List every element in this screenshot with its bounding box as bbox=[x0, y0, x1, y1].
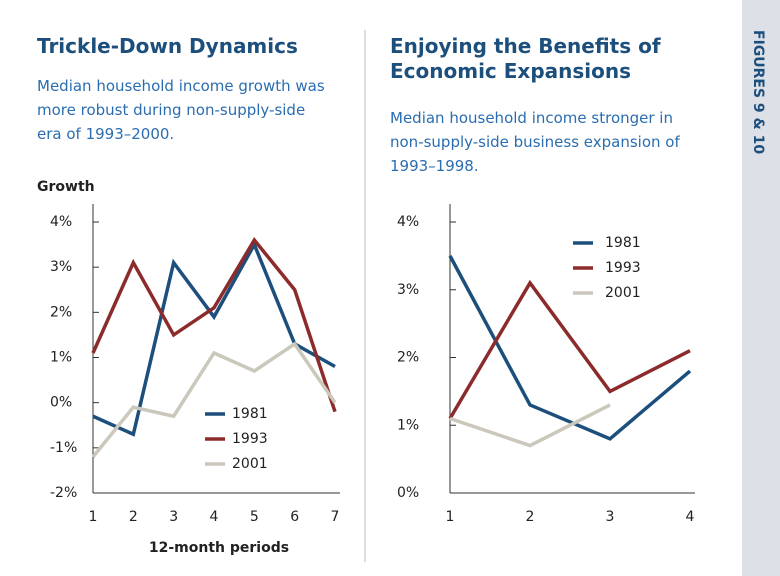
x-tick-label: 3 bbox=[606, 509, 615, 525]
x-tick-label: 7 bbox=[331, 509, 340, 525]
y-tick-label: 0% bbox=[50, 395, 72, 411]
y-axis-label: Growth bbox=[37, 179, 95, 195]
chart-title: Enjoying the Benefits of Economic Expans… bbox=[390, 34, 661, 83]
y-tick-label: 0% bbox=[397, 485, 419, 501]
x-axis-label: 12-month periods bbox=[149, 540, 289, 556]
series-line bbox=[91, 341, 337, 458]
y-tick-label: 2% bbox=[397, 350, 419, 366]
x-tick-label: 2 bbox=[526, 509, 535, 525]
y-tick-label: -1% bbox=[50, 440, 77, 456]
legend-label: 2001 bbox=[232, 456, 268, 472]
side-label: FIGURES 9 & 10 bbox=[750, 30, 766, 155]
y-tick-label: -2% bbox=[50, 485, 77, 501]
series-line bbox=[448, 279, 691, 420]
series-line bbox=[91, 237, 337, 413]
chart-subtitle: Median household income stronger in non-… bbox=[390, 109, 680, 175]
x-tick-label: 3 bbox=[169, 509, 178, 525]
y-tick-label: 3% bbox=[397, 282, 419, 298]
y-tick-label: 4% bbox=[50, 214, 72, 230]
side-strip: FIGURES 9 & 10 bbox=[742, 0, 780, 576]
x-tick-label: 1 bbox=[89, 509, 98, 525]
legend-label: 1993 bbox=[605, 260, 641, 276]
x-tick-label: 6 bbox=[290, 509, 299, 525]
legend-label: 2001 bbox=[605, 285, 641, 301]
y-tick-label: 1% bbox=[397, 417, 419, 433]
legend-label: 1981 bbox=[232, 406, 268, 422]
x-tick-label: 4 bbox=[210, 509, 219, 525]
x-tick-label: 2 bbox=[129, 509, 138, 525]
x-tick-label: 5 bbox=[250, 509, 259, 525]
charts: -2% -1% 0% 1% 2% 3% 4% 1 2 3 4 5 6 7 Growth 12-month pe… bbox=[37, 30, 695, 562]
y-tick-label: 1% bbox=[50, 350, 72, 366]
chart-title: Trickle-Down Dynamics bbox=[37, 34, 298, 58]
series-line bbox=[448, 255, 692, 441]
chart-subtitle: Median household income growth was more … bbox=[37, 77, 325, 143]
x-tick-label: 4 bbox=[686, 509, 695, 525]
series-line bbox=[449, 403, 611, 448]
y-tick-label: 4% bbox=[397, 214, 419, 230]
x-tick-label: 1 bbox=[446, 509, 455, 525]
y-tick-label: 3% bbox=[50, 259, 72, 275]
legend-label: 1981 bbox=[605, 235, 641, 251]
y-tick-label: 2% bbox=[50, 304, 72, 320]
legend-label: 1993 bbox=[232, 431, 268, 447]
